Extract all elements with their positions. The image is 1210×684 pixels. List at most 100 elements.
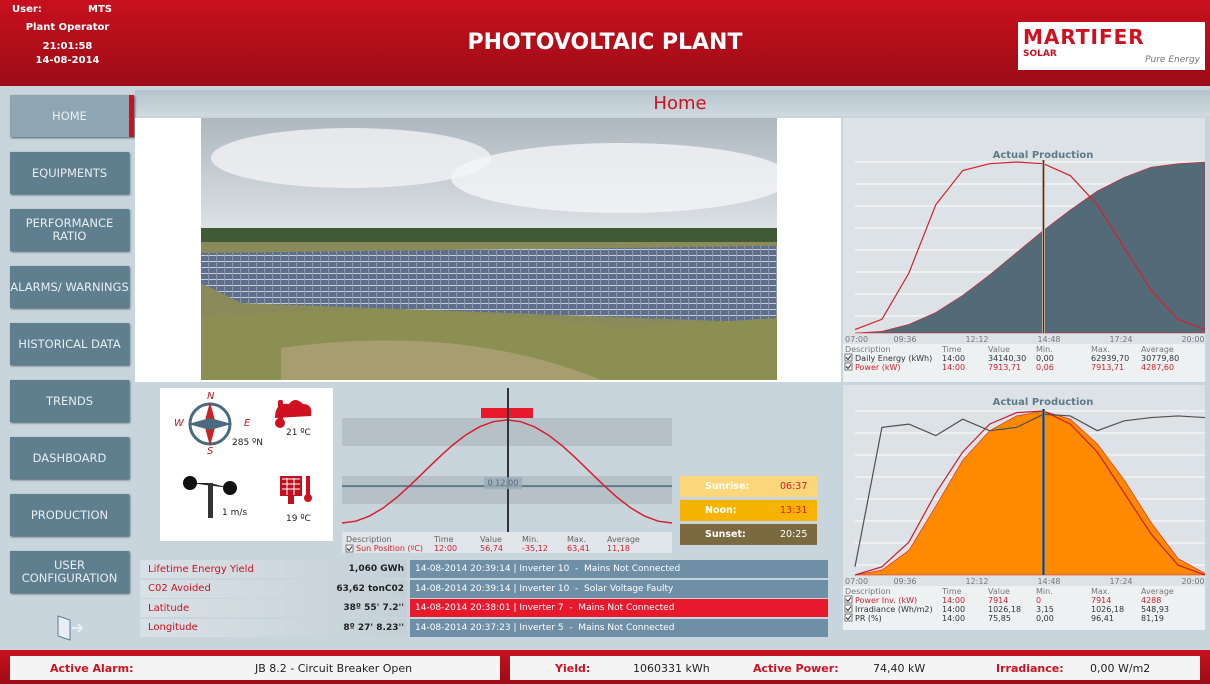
weather-value: 1 m/s [222, 508, 248, 518]
summary-table: Lifetime Energy Yield 1,060 GWh 14-08-2014… [140, 558, 830, 638]
x-tick-label: 20:00 [1181, 335, 1204, 344]
table-cell: 7913,71 [988, 363, 1021, 372]
sun-time-value: 13:31 [780, 505, 808, 516]
user-role: Plant Operator [25, 22, 110, 33]
table-cell: 14:00 [942, 614, 965, 623]
table-cell: 7914 [1091, 596, 1111, 605]
chart-title: Actual Production [993, 150, 1094, 161]
line [854, 413, 1205, 567]
x-tick-label: 09:36 [893, 335, 916, 344]
plant-photo [201, 118, 777, 380]
column-header: Description [346, 535, 392, 544]
alarm-box: Active Alarm: JB 8.2 - Circuit Breaker O… [10, 656, 500, 680]
summary-value: 38º 55' 7.2'' [343, 603, 404, 613]
logo: MARTIFER SOLAR Pure Energy [1018, 22, 1205, 70]
column-header: Time [941, 587, 962, 596]
weather-value: 21 ºC [286, 428, 311, 438]
summary-row: C02 Avoided 63,62 tonC02 [140, 579, 407, 598]
production-chart: Actual Production 07:00 09:36 12:12 14:48 17:… [843, 118, 1205, 382]
table-cell: 0,06 [1036, 363, 1054, 372]
page-title: Home [653, 93, 707, 114]
x-tick-label: 14:48 [1037, 577, 1060, 586]
summary-label: Lifetime Energy Yield [148, 563, 254, 575]
column-header: Value [988, 587, 1010, 596]
line [854, 410, 1205, 576]
table-cell: 4288 [1141, 596, 1161, 605]
yield-label: Yield: [555, 661, 591, 675]
x-tick-label: 20:00 [1181, 577, 1204, 586]
table-cell: 548,93 [1141, 605, 1169, 614]
nav-button[interactable]: EQUIPMENTS [10, 152, 129, 194]
weather-icons [183, 400, 312, 518]
alarm-text: 14-08-2014 20:38:01 | Inverter 7 - Mains… [415, 603, 675, 613]
nav-button[interactable]: DASHBOARD [10, 437, 129, 479]
checkbox [844, 604, 853, 613]
sun-time-label: Noon: [705, 505, 737, 516]
summary-row: Latitude 38º 55' 7.2'' [140, 599, 407, 617]
weather-text: N E S W 285 ºN 21 ºC 1 m/s 19 ºC [160, 388, 333, 541]
check [845, 364, 852, 370]
alarm-row[interactable]: 14-08-2014 20:39:14 | Inverter 10 - Main… [410, 560, 828, 578]
table-cell: 1026,18 [988, 605, 1021, 614]
exit-icon[interactable] [40, 612, 100, 642]
alarm-text: 14-08-2014 20:37:23 | Inverter 5 - Mains… [415, 622, 675, 633]
logo-tagline: Pure Energy [1145, 55, 1200, 65]
column-header: Average [1141, 345, 1174, 354]
table-cell: 34140,30 [988, 354, 1026, 363]
check [346, 546, 353, 552]
yield-value: 1060331 kWh [633, 661, 710, 675]
irradiance-value: 0,00 W/m2 [1090, 661, 1151, 675]
x-tick-label: 09:36 [893, 577, 916, 586]
nav-button[interactable]: TRENDS [10, 380, 129, 422]
table-cell: Daily Energy (kWh) [855, 354, 932, 363]
alarm-row[interactable]: 14-08-2014 20:39:14 | Inverter 10 - Sola… [410, 579, 828, 598]
nav-button[interactable]: HISTORICAL DATA [10, 323, 129, 365]
nav-button[interactable]: ALARMS/ WARNINGS [10, 266, 129, 308]
table-cell: Irradiance (Wh/m2) [855, 605, 933, 614]
chart-title: Actual Production [993, 397, 1094, 408]
alarm-row[interactable]: 14-08-2014 20:38:01 | Inverter 7 - Mains… [410, 599, 828, 617]
table-cell: 3,15 [1036, 605, 1054, 614]
nav-button[interactable]: USER CONFIGURATION [10, 551, 129, 593]
kpi-box: Yield: 1060331 kWh Active Power: 74,40 k… [510, 656, 1200, 680]
table-cell: 81,19 [1141, 614, 1164, 623]
header: User: MTS Plant Operator 21:01:58 14-08-… [0, 0, 1210, 86]
irradiance-label: Irradiance: [996, 661, 1064, 675]
summary-label: C02 Avoided [148, 583, 211, 594]
compass-letter: W [174, 418, 184, 429]
column-header: Max. [1091, 587, 1110, 596]
production-chart: Actual Production 07:00 09:36 12:12 14:48 17:… [843, 385, 1205, 630]
sun-time-row: Sunrise: 06:37 [680, 476, 817, 497]
checkbox [844, 595, 853, 604]
column-header: Max. [1091, 345, 1110, 354]
nav-button[interactable]: PRODUCTION [10, 494, 129, 536]
cursor-label: 0 12:00 [488, 479, 519, 488]
sun-time-value: 20:25 [780, 529, 808, 540]
table-cell: 11,18 [607, 544, 630, 553]
column-header: Max. [567, 535, 586, 544]
table-cell: Sun Position (ºC) [356, 544, 423, 553]
column-header: Value [480, 535, 502, 544]
nav-button[interactable]: HOME [10, 95, 134, 137]
table-cell: Power (kW) [855, 363, 901, 372]
line [854, 161, 1205, 331]
logo-sub: SOLAR [1023, 49, 1057, 59]
table-cell: 12:00 [434, 544, 457, 553]
table-cell: PR (%) [855, 614, 882, 623]
table-cell: 7913,71 [1091, 363, 1124, 372]
column-header: Min. [522, 535, 539, 544]
table-cell: 75,85 [988, 614, 1011, 623]
sun-time-row: Sunset: 20:25 [680, 524, 817, 545]
alarm-row[interactable]: 14-08-2014 20:37:23 | Inverter 5 - Mains… [410, 618, 828, 637]
x-tick-label: 07:00 [845, 335, 868, 344]
column-header: Min. [1036, 587, 1053, 596]
nav-button[interactable]: PERFORMANCE RATIO [10, 209, 129, 251]
table-cell: 96,41 [1091, 614, 1114, 623]
logo-brand: MARTIFER [1023, 25, 1145, 49]
alarm-text: 14-08-2014 20:39:14 | Inverter 10 - Main… [415, 564, 681, 574]
table-cell: -35,12 [522, 544, 548, 553]
cursor-box [484, 477, 522, 490]
summary-label: Latitude [148, 602, 190, 614]
table-cell: 0,00 [1036, 614, 1054, 623]
table-cell: Power Inv. (kW) [855, 596, 917, 605]
